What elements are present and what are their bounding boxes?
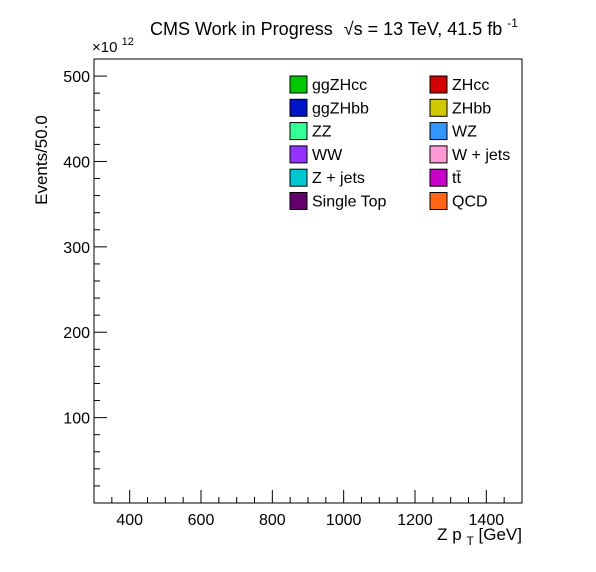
- y-axis-title: Events/50.0: [32, 115, 51, 205]
- legend-swatch: [289, 98, 308, 117]
- legend-swatch: [289, 75, 308, 94]
- title-exponent: -1: [507, 16, 518, 30]
- legend-label: W + jets: [452, 147, 510, 164]
- legend-label: ZZ: [312, 124, 332, 141]
- legend-swatch: [429, 145, 448, 164]
- legend-label: WZ: [452, 124, 477, 141]
- legend-swatch: [429, 98, 448, 117]
- legend-swatch: [289, 122, 308, 141]
- legend: ggZHcc ZHcc ggZHbb ZHbb ZZ WZ WW W + jets Z + je…: [289, 75, 510, 211]
- x-tick-label: 400: [116, 512, 143, 529]
- x-tick-label: 800: [259, 512, 286, 529]
- legend-swatch: [289, 192, 308, 210]
- legend-swatch: [429, 75, 448, 94]
- legend-label: ZHcc: [452, 77, 489, 94]
- x-axis-ticks: 400 600 800 1000 1200 1400: [93, 490, 523, 529]
- legend-label: ggZHbb: [312, 100, 369, 117]
- x-tick-label: 600: [188, 512, 215, 529]
- legend-label: Single Top: [312, 194, 387, 211]
- x-axis-title: Z p T [GeV]: [437, 525, 522, 549]
- y-axis-ticks: 100 200 300 400 500: [63, 58, 107, 487]
- legend-swatch: [429, 192, 448, 210]
- y-tick-label: 300: [63, 240, 90, 257]
- legend-swatch: [289, 145, 308, 164]
- x-axis-title-sub: T: [466, 534, 474, 548]
- y-tick-label: 400: [63, 154, 90, 171]
- x-tick-label: 1200: [397, 512, 433, 529]
- y-tick-label: 200: [63, 325, 90, 342]
- y-multiplier-base: ×10: [92, 39, 117, 56]
- x-axis-title-main: Z p: [437, 525, 462, 544]
- x-tick-label: 1400: [469, 512, 505, 529]
- x-tick-label: 1000: [326, 512, 362, 529]
- title-energy-prefix: √s: [344, 19, 363, 39]
- title-energy-rest: = 13 TeV, 41.5 fb: [368, 19, 503, 39]
- y-tick-label: 100: [63, 411, 90, 428]
- legend-label: ggZHcc: [312, 77, 367, 94]
- y-multiplier-exp: 12: [122, 36, 134, 48]
- legend-swatch: [289, 168, 308, 187]
- legend-label: Z + jets: [312, 170, 365, 187]
- legend-swatch: [429, 168, 448, 187]
- y-multiplier: ×10 12: [92, 36, 134, 56]
- chart-title: CMS Work in Progress √s = 13 TeV, 41.5 f…: [150, 16, 518, 39]
- y-tick-label: 500: [63, 69, 90, 86]
- legend-label: tt̄: [452, 170, 461, 187]
- legend-swatch: [429, 122, 448, 141]
- legend-label: QCD: [452, 194, 488, 211]
- legend-label: ZHbb: [452, 100, 491, 117]
- x-axis-title-unit: [GeV]: [479, 525, 522, 544]
- legend-label: WW: [312, 147, 343, 164]
- title-main: CMS Work in Progress: [150, 19, 333, 39]
